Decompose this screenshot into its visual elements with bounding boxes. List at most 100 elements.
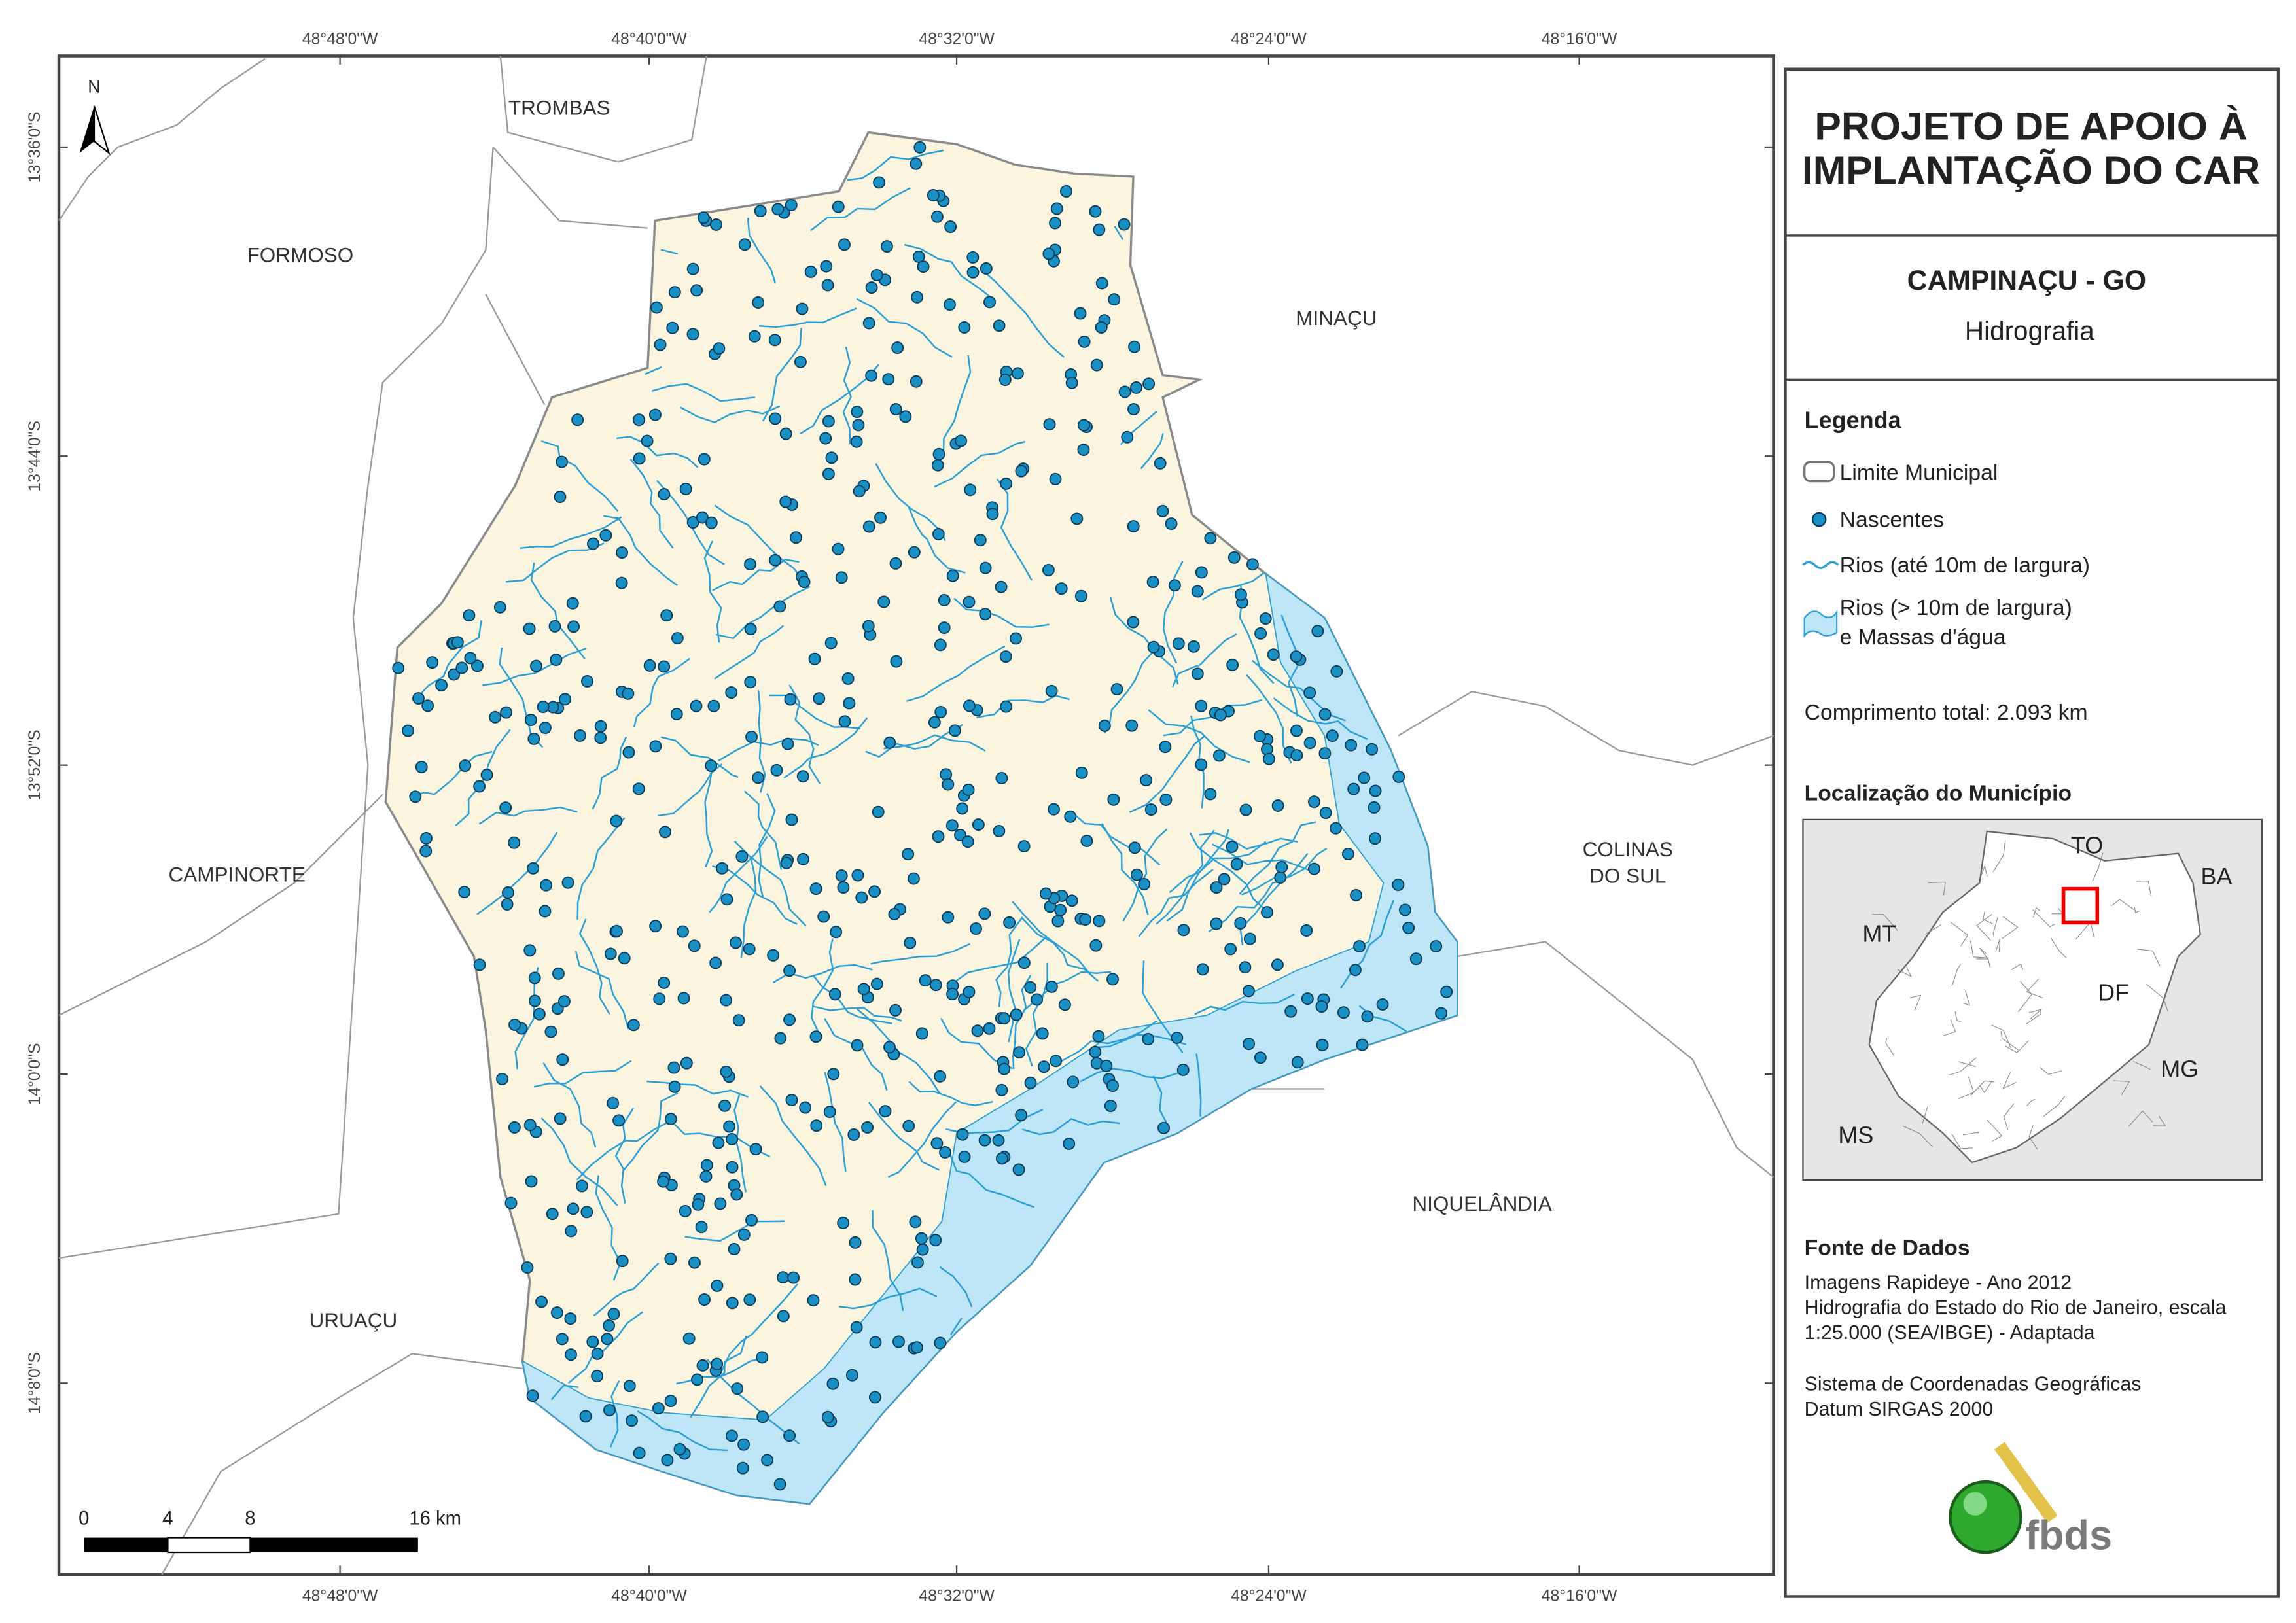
spring <box>664 1113 677 1126</box>
boundary <box>58 58 266 222</box>
spring <box>1267 648 1280 661</box>
spring <box>1369 832 1382 845</box>
springs <box>392 141 1453 1491</box>
spring <box>564 1312 577 1325</box>
spring <box>825 451 838 464</box>
spring <box>677 992 690 1005</box>
spring <box>699 1170 713 1183</box>
inset-line <box>2051 937 2067 958</box>
inset-line <box>2018 981 2032 1012</box>
spring <box>1010 1008 1023 1021</box>
spring <box>783 1013 796 1026</box>
spring <box>948 724 961 737</box>
latitude-label: 13°52'0"S <box>26 729 44 801</box>
boundary <box>1398 690 1774 766</box>
spring <box>723 1120 736 1133</box>
spring <box>902 848 915 861</box>
spring <box>713 342 726 355</box>
river <box>856 298 953 358</box>
inset-line <box>2026 1098 2036 1106</box>
river <box>712 865 798 925</box>
longitude-label: 48°40'0"W <box>611 30 687 48</box>
spring <box>1290 650 1303 663</box>
inset-line <box>2092 852 2104 882</box>
spring <box>691 1373 703 1386</box>
river <box>887 1101 957 1178</box>
river <box>661 736 739 778</box>
spring <box>1093 223 1106 236</box>
river <box>949 1155 1035 1208</box>
place-name: DO SUL <box>1589 864 1666 888</box>
spring <box>1210 917 1223 930</box>
spring <box>1144 803 1157 816</box>
spring <box>797 852 809 865</box>
inset-line <box>2002 1072 2017 1089</box>
scale-segment <box>84 1537 168 1553</box>
spring <box>1254 627 1267 640</box>
spring <box>838 715 851 728</box>
latitude-label: 13°36'0"S <box>26 112 44 183</box>
spring <box>1274 871 1287 884</box>
spring <box>489 710 502 724</box>
inset-line <box>2043 1096 2066 1117</box>
inset-line <box>1958 1061 1976 1067</box>
spring <box>622 746 635 759</box>
inset-line <box>1982 911 1994 925</box>
spring <box>660 609 673 622</box>
spring <box>1051 915 1065 928</box>
spring <box>980 262 993 275</box>
spring <box>794 355 807 368</box>
spring <box>556 1333 569 1346</box>
spring <box>738 238 751 251</box>
spring <box>777 1271 790 1284</box>
spring <box>822 415 835 428</box>
spring <box>525 1175 538 1188</box>
spring <box>1045 980 1058 993</box>
logo: fbds <box>1949 1442 2112 1559</box>
inset-line <box>1979 1081 1993 1093</box>
spring <box>716 862 728 875</box>
legend-item: Rios (até 10m de largura) <box>1840 553 2090 578</box>
spring <box>1059 184 1072 198</box>
inset-line <box>1995 938 2001 952</box>
spring <box>809 1030 822 1043</box>
river <box>976 695 1070 718</box>
spring <box>850 435 863 448</box>
spring <box>783 1429 796 1442</box>
spring <box>1075 766 1088 779</box>
spring <box>962 783 975 796</box>
spring <box>1058 998 1071 1011</box>
river <box>593 1262 660 1317</box>
river <box>1025 962 1048 1067</box>
spring <box>659 826 671 839</box>
spring <box>540 879 552 892</box>
spring <box>1261 906 1273 919</box>
spring <box>603 1404 616 1416</box>
title: PROJETO DE APOIO À <box>1814 104 2247 148</box>
spring <box>546 1208 559 1221</box>
spring <box>633 452 646 465</box>
spring <box>781 737 794 750</box>
spring <box>527 732 540 745</box>
river <box>680 405 781 423</box>
location-marker <box>2061 886 2100 925</box>
inset-line <box>1950 922 1969 947</box>
spring <box>899 410 912 423</box>
place-name: URUAÇU <box>309 1308 398 1332</box>
spring <box>883 736 896 749</box>
spring <box>861 1121 874 1134</box>
spring <box>1315 1000 1328 1013</box>
river <box>757 690 766 793</box>
river <box>413 750 493 797</box>
inset-line <box>1962 990 1971 1006</box>
river <box>707 1359 800 1445</box>
spring <box>652 1402 665 1415</box>
river <box>476 831 558 915</box>
spring <box>1430 940 1443 952</box>
spring <box>929 979 942 992</box>
spring <box>804 266 817 278</box>
spring <box>754 205 767 217</box>
spring <box>796 302 809 315</box>
spring <box>843 697 856 710</box>
river <box>1171 633 1237 688</box>
